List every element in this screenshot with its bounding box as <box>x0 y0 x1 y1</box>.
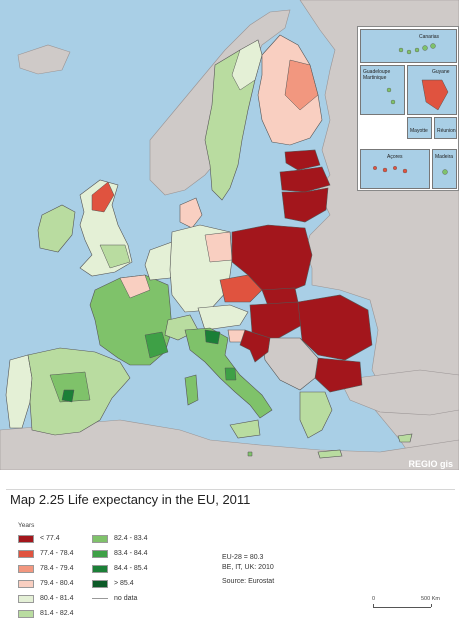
guyane-label: Guyane <box>432 69 450 75</box>
legend-swatch <box>18 594 34 603</box>
legend-swatch <box>92 534 108 543</box>
western-balkans <box>261 337 319 391</box>
source-note: Source: Eurostat <box>222 578 275 585</box>
scale-line <box>373 607 431 608</box>
legend-label: no data <box>114 595 138 602</box>
romania <box>297 294 373 361</box>
inset-acores: Açores <box>360 149 430 189</box>
legend-label: 81.4 - 82.4 <box>40 610 74 617</box>
legend-swatch <box>18 609 34 618</box>
inset-canarias: Canarias <box>360 29 457 63</box>
germany-east <box>204 231 233 263</box>
legend-swatch <box>18 579 34 588</box>
caption-divider <box>6 489 455 490</box>
italy-marche <box>224 367 237 381</box>
legend-swatch <box>18 549 34 558</box>
greece <box>299 391 333 439</box>
legend-label: 79.4 - 80.4 <box>40 580 74 587</box>
legend-swatch <box>92 579 108 588</box>
legend-item: 79.4 - 80.4 <box>18 579 73 588</box>
france-north <box>119 274 151 299</box>
legend-label: < 77.4 <box>40 535 60 542</box>
austria <box>197 304 249 331</box>
legend-item: 77.4 - 78.4 <box>18 549 73 558</box>
scotland-west <box>91 181 115 213</box>
legend-item: > 85.4 <box>92 579 134 588</box>
legend-label: > 85.4 <box>114 580 134 587</box>
legend-label: 80.4 - 81.4 <box>40 595 74 602</box>
madeira-shapes <box>442 169 448 175</box>
map-canvas <box>0 0 459 470</box>
latvia <box>279 166 331 193</box>
crete <box>317 449 343 459</box>
hungary <box>249 301 303 341</box>
france-rhone <box>144 331 169 359</box>
map-notes: EU-28 = 80.3 BE, IT, UK: 2010 Source: Eu… <box>222 553 274 587</box>
cyprus <box>397 433 413 443</box>
no-data-line <box>92 598 108 599</box>
europe-map: Canarias Guadeloupe Martinique Guyane Ma… <box>0 0 459 470</box>
ireland <box>37 204 76 253</box>
inset-guadeloupe-martinique: Guadeloupe Martinique <box>360 65 405 115</box>
outermost-regions-insets: Canarias Guadeloupe Martinique Guyane Ma… <box>357 26 459 191</box>
guadeloupe-shapes <box>386 87 396 105</box>
legend-swatch <box>18 534 34 543</box>
scale-tick <box>431 604 432 607</box>
legend-title: Years <box>18 522 35 529</box>
legend-swatch <box>92 564 108 573</box>
scale-tick <box>373 604 374 607</box>
inset-madeira: Madeira <box>432 149 457 189</box>
lithuania <box>281 187 329 223</box>
legend-label: 77.4 - 78.4 <box>40 550 74 557</box>
legend-label: 83.4 - 84.4 <box>114 550 148 557</box>
legend-label: 82.4 - 83.4 <box>114 535 148 542</box>
legend-item: 78.4 - 79.4 <box>18 564 73 573</box>
legend-swatch <box>18 564 34 573</box>
legend-item: 80.4 - 81.4 <box>18 594 73 603</box>
uk-south <box>99 244 131 269</box>
spain-madrid <box>61 389 75 403</box>
eu-average-note: EU-28 = 80.3 <box>222 554 264 561</box>
portugal <box>5 354 33 429</box>
canarias-label: Canarias <box>419 34 440 40</box>
estonia <box>284 149 321 171</box>
reference-year-note: BE, IT, UK: 2010 <box>222 564 274 571</box>
acores-label: Açores <box>387 154 403 160</box>
legend-item: 82.4 - 83.4 <box>92 534 147 543</box>
map-caption: Map 2.25 Life expectancy in the EU, 2011 <box>10 492 251 507</box>
guadeloupe-martinique-label: Guadeloupe Martinique <box>363 69 391 81</box>
inset-mayotte: Mayotte <box>407 117 432 139</box>
legend-label: 84.4 - 85.4 <box>114 565 148 572</box>
regio-gis-credit: REGIO gis <box>408 459 453 469</box>
legend-item: no data <box>92 594 137 603</box>
italy-trentino <box>204 329 221 345</box>
legend-item: 81.4 - 82.4 <box>18 609 73 618</box>
scale-label-end: 500 Km <box>421 596 440 602</box>
sardinia <box>184 374 199 406</box>
legend-item: < 77.4 <box>18 534 60 543</box>
scale-label-zero: 0 <box>372 596 376 602</box>
croatia <box>239 329 271 363</box>
acores-shapes <box>372 166 408 174</box>
mayotte-label: Mayotte <box>410 128 428 134</box>
madeira-label: Madeira <box>435 154 454 160</box>
reunion-label: Réunion <box>437 128 456 134</box>
legend-item: 84.4 - 85.4 <box>92 564 147 573</box>
spain-central <box>49 371 91 403</box>
scale-bar: 0 500 Km <box>372 596 440 612</box>
inset-guyane: Guyane <box>407 65 457 115</box>
legend-label: 78.4 - 79.4 <box>40 565 74 572</box>
canarias-shapes <box>398 43 436 55</box>
czech-republic <box>219 274 263 303</box>
legend-item: 83.4 - 84.4 <box>92 549 147 558</box>
sweden-north <box>231 39 263 91</box>
sicily <box>229 419 261 439</box>
guyane-shapes <box>421 79 449 111</box>
denmark <box>179 197 203 229</box>
legend-swatch <box>92 549 108 558</box>
finland-east <box>284 59 319 111</box>
malta <box>247 451 253 457</box>
inset-reunion: Réunion <box>434 117 457 139</box>
iceland <box>17 44 71 75</box>
